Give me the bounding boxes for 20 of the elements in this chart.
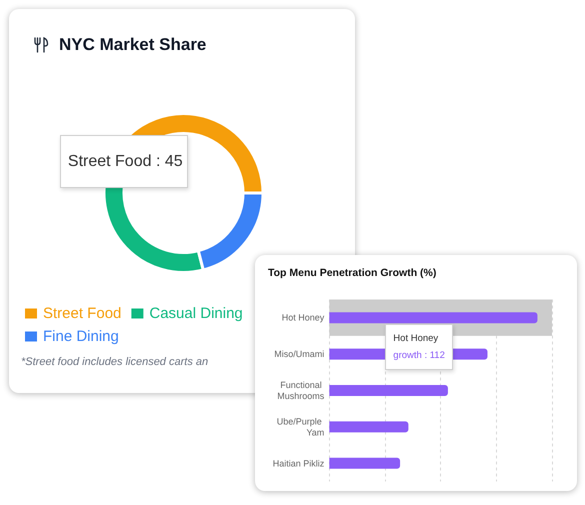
legend-label: Casual Dining [149,305,243,322]
y-tick-label: Functional Mushrooms [277,380,325,401]
y-tick-label: Miso/Umami [274,349,324,360]
legend-label: Fine Dining [43,328,119,345]
bar [329,385,448,396]
bar [329,421,408,432]
chart-title: NYC Market Share [59,35,206,55]
y-tick-label: Ube/Purple Yam [276,416,324,438]
legend-label: Street Food [43,305,122,322]
y-tick-label: Haitian Pikliz [272,458,325,468]
y-tick-label: Hot Honey [282,312,325,323]
bar [329,312,538,324]
text: *Street food includes licensed carts an [21,356,208,368]
chart-title: Top Menu Penetration Growth (%) [268,267,436,279]
annotation: growth : 112 [393,349,445,363]
data-label: Street Food : 45 [68,152,183,170]
tooltip-box: Hot Honey growth : 112 [385,324,453,370]
tooltip-box: Street Food : 45 [60,134,188,188]
bar [329,458,400,469]
annotation: Hot Honey [393,332,440,346]
